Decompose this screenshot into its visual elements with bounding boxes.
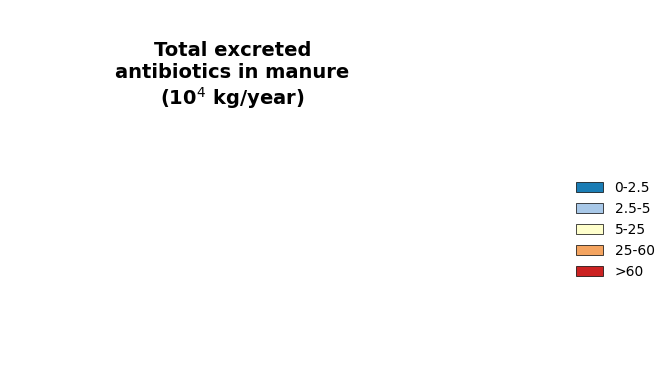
- Text: Total excreted
antibiotics in manure
(10$^4$ kg/year): Total excreted antibiotics in manure (10…: [115, 41, 350, 111]
- Legend: 0-2.5, 2.5-5, 5-25, 25-60, >60: 0-2.5, 2.5-5, 5-25, 25-60, >60: [570, 175, 660, 284]
